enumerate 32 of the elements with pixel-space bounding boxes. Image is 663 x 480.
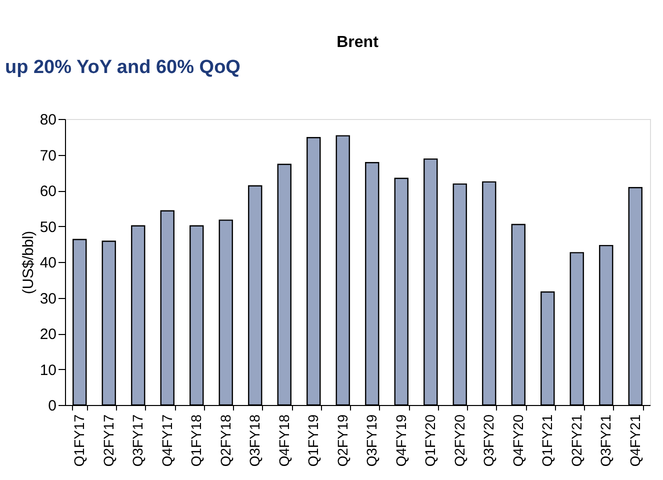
y-tick-label: 50 bbox=[40, 218, 56, 236]
y-tick-label: 0 bbox=[48, 398, 56, 414]
text: up 20% YoY and 60% QoQ bbox=[5, 57, 240, 78]
x-tick-label: Q2FY18 bbox=[217, 414, 234, 467]
x-tick-label: Q4FY20 bbox=[510, 414, 526, 467]
x-tick-label: Q2FY21 bbox=[568, 414, 584, 467]
y-tick-label: 80 bbox=[40, 112, 56, 128]
x-tick-label: Q3FY21 bbox=[598, 414, 614, 467]
y-tick-label: 70 bbox=[40, 147, 56, 164]
x-tick-label: Q4FY19 bbox=[392, 414, 409, 467]
y-tick-label: 20 bbox=[40, 326, 56, 343]
chart-title: Brent bbox=[336, 34, 380, 51]
y-tick-label: 40 bbox=[40, 254, 56, 272]
y-axis-title: (US$/bbl) bbox=[20, 230, 37, 294]
x-tick-label: Q1FY17 bbox=[71, 414, 88, 467]
x-tick-label: Q4FY18 bbox=[276, 414, 292, 467]
x-tick-label: Q3FY19 bbox=[364, 414, 380, 467]
x-tick-label: Q2FY17 bbox=[100, 414, 116, 467]
y-tick-label: 30 bbox=[40, 290, 56, 308]
x-tick-label: Q3FY20 bbox=[480, 414, 497, 467]
x-tick-label: Q4FY17 bbox=[158, 414, 175, 467]
x-tick-label: Q1FY21 bbox=[539, 414, 556, 467]
x-tick-label: Q1FY20 bbox=[422, 414, 438, 467]
x-tick-label: Q4FY21 bbox=[626, 414, 643, 467]
x-tick-label: Q2FY19 bbox=[334, 414, 350, 467]
x-tick-label: Q1FY19 bbox=[305, 414, 322, 467]
x-tick-label: Q2FY20 bbox=[451, 414, 468, 467]
x-tick-label: Q1FY18 bbox=[188, 414, 204, 467]
x-tick-label: Q3FY17 bbox=[130, 414, 146, 467]
y-tick-label: 10 bbox=[40, 362, 56, 379]
y-tick-label: 60 bbox=[40, 183, 56, 200]
x-tick-label: Q3FY18 bbox=[246, 414, 263, 467]
